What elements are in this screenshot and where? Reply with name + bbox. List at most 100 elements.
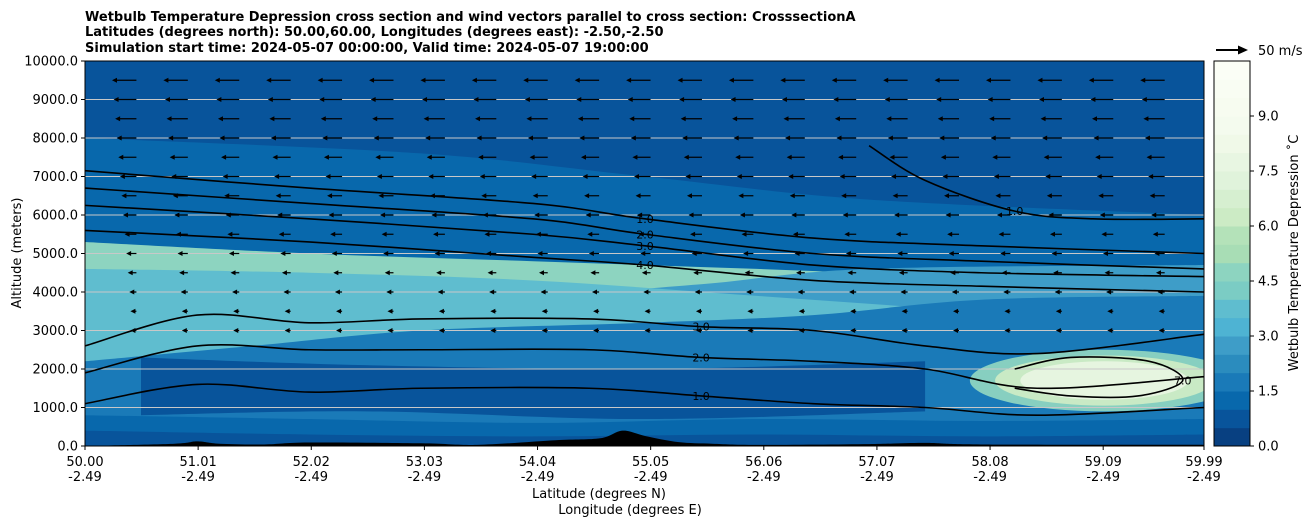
wind-vector-head	[1095, 154, 1101, 160]
wind-vector-head	[386, 289, 392, 295]
colorbar-segment	[1214, 244, 1250, 264]
wind-vector-head	[1155, 270, 1161, 276]
wind-vector-head	[436, 270, 442, 276]
wind-vector-head	[232, 289, 238, 295]
x-tick-label-lon: -2.49	[860, 470, 894, 485]
wind-vector-head	[635, 193, 641, 199]
wind-vector-head	[284, 308, 290, 314]
wind-vector-head	[216, 97, 222, 102]
y-tick-label: 2000.0	[33, 363, 79, 378]
wind-vector-head	[429, 193, 435, 199]
x-tick-label-lat: 56.06	[745, 455, 782, 470]
wind-vector-head	[1152, 231, 1158, 237]
wind-vector-head	[901, 308, 907, 314]
wind-vector-head	[487, 270, 493, 276]
wind-vector-head	[990, 135, 996, 141]
wind-vector-head	[680, 116, 686, 122]
contour-line	[85, 229, 1204, 293]
wind-vector-head	[783, 116, 789, 122]
y-tick-label: 0.0	[57, 440, 78, 455]
wind-vector-head	[900, 289, 906, 295]
wind-vector-head	[693, 270, 699, 276]
wind-vector-head	[174, 212, 180, 218]
wind-vector-head	[122, 212, 128, 218]
wind-vector-head	[224, 193, 230, 199]
wind-vector-head	[849, 289, 855, 295]
wind-vector-head	[526, 116, 532, 122]
wind-vector-head	[336, 328, 342, 333]
contour-label: 2.0	[692, 351, 710, 364]
contour-label: 4.0	[636, 259, 654, 272]
wind-vector-head	[934, 77, 940, 83]
wind-vector-head	[1143, 116, 1149, 122]
wind-vector-head	[643, 289, 649, 295]
wind-vector-head	[1102, 251, 1108, 256]
wind-vector-head	[1107, 308, 1113, 314]
wind-vector-head	[747, 308, 753, 314]
wind-vector-head	[1055, 328, 1061, 333]
colorbar-segment	[1214, 226, 1250, 245]
wind-vector-head	[373, 135, 379, 141]
wind-vector-head	[275, 193, 281, 199]
wind-vector-head	[383, 251, 389, 256]
wind-vector-head	[486, 251, 492, 256]
wind-vector-head	[490, 328, 496, 333]
y-axis: 0.0 1000.0 2000.0 3000.0 4000.0 5000.0 6000.0 7…	[24, 55, 85, 455]
wind-vector-head	[791, 212, 797, 218]
wind-vector-head	[1003, 289, 1009, 295]
x-tick-label-lon: -2.49	[521, 470, 555, 485]
wind-vector-head	[420, 77, 426, 83]
contour-lines: 1.02.03.04.03.02.01.01.07.0	[85, 145, 1204, 417]
wind-vector-head	[1040, 116, 1046, 122]
wind-vector-head	[694, 289, 700, 295]
wind-vector-head	[523, 77, 529, 83]
wind-vector-head	[484, 231, 490, 237]
colorbar-tick-label: 3.0	[1258, 330, 1279, 345]
colorbar-frame	[1213, 60, 1251, 447]
colorbar-tick-label: 9.0	[1258, 110, 1279, 125]
wind-vector-head	[593, 328, 599, 333]
wind-vector-head	[130, 328, 136, 333]
wind-vector-head	[1088, 77, 1094, 83]
wind-vector-head	[387, 328, 393, 333]
wind-vector-head	[434, 251, 440, 256]
wind-vector-head	[280, 251, 286, 256]
wind-vector-head	[590, 270, 596, 276]
wind-vector-head	[228, 251, 234, 256]
wind-vector-head	[593, 308, 599, 314]
wind-vector-head	[889, 154, 895, 160]
wind-vector-head	[126, 251, 132, 256]
wind-vector-head	[995, 193, 1001, 199]
wind-vector-head	[739, 212, 745, 218]
wind-vector-head	[327, 193, 333, 199]
colorbar-tick-label: 4.5	[1258, 275, 1279, 290]
title-line-1: Wetbulb Temperature Depression cross sec…	[85, 10, 856, 25]
wind-vector-head	[677, 77, 683, 83]
wind-vector-head	[850, 328, 856, 333]
colorbar-segment	[1214, 262, 1250, 282]
wind-vector-head	[322, 135, 328, 141]
wind-vector-head	[372, 116, 378, 122]
wind-vector-head	[948, 251, 954, 256]
wind-vector-head	[336, 308, 342, 314]
contour-line	[868, 145, 1204, 221]
wind-vector-head	[1049, 231, 1055, 237]
x-tick-label-lon: -2.49	[634, 470, 668, 485]
wind-vector-head	[733, 135, 739, 141]
wind-vector-head	[788, 174, 794, 179]
wind-vector-head	[61, 78, 66, 83]
x-tick-label-lat: 50.00	[66, 455, 103, 470]
wind-vector-head	[695, 328, 701, 333]
wind-vector-head	[741, 231, 747, 237]
wind-vector-head	[121, 193, 127, 199]
wind-vector-head	[942, 174, 948, 179]
wind-vector-head	[936, 97, 942, 102]
wind-vector-head	[895, 231, 901, 237]
wind-vector-head	[629, 116, 635, 122]
wind-vector-head	[735, 154, 741, 160]
wind-reference-arrowhead	[1238, 45, 1248, 55]
wind-vector-head	[897, 251, 903, 256]
wind-vector-head	[574, 77, 580, 83]
wind-vector-head	[267, 97, 273, 102]
